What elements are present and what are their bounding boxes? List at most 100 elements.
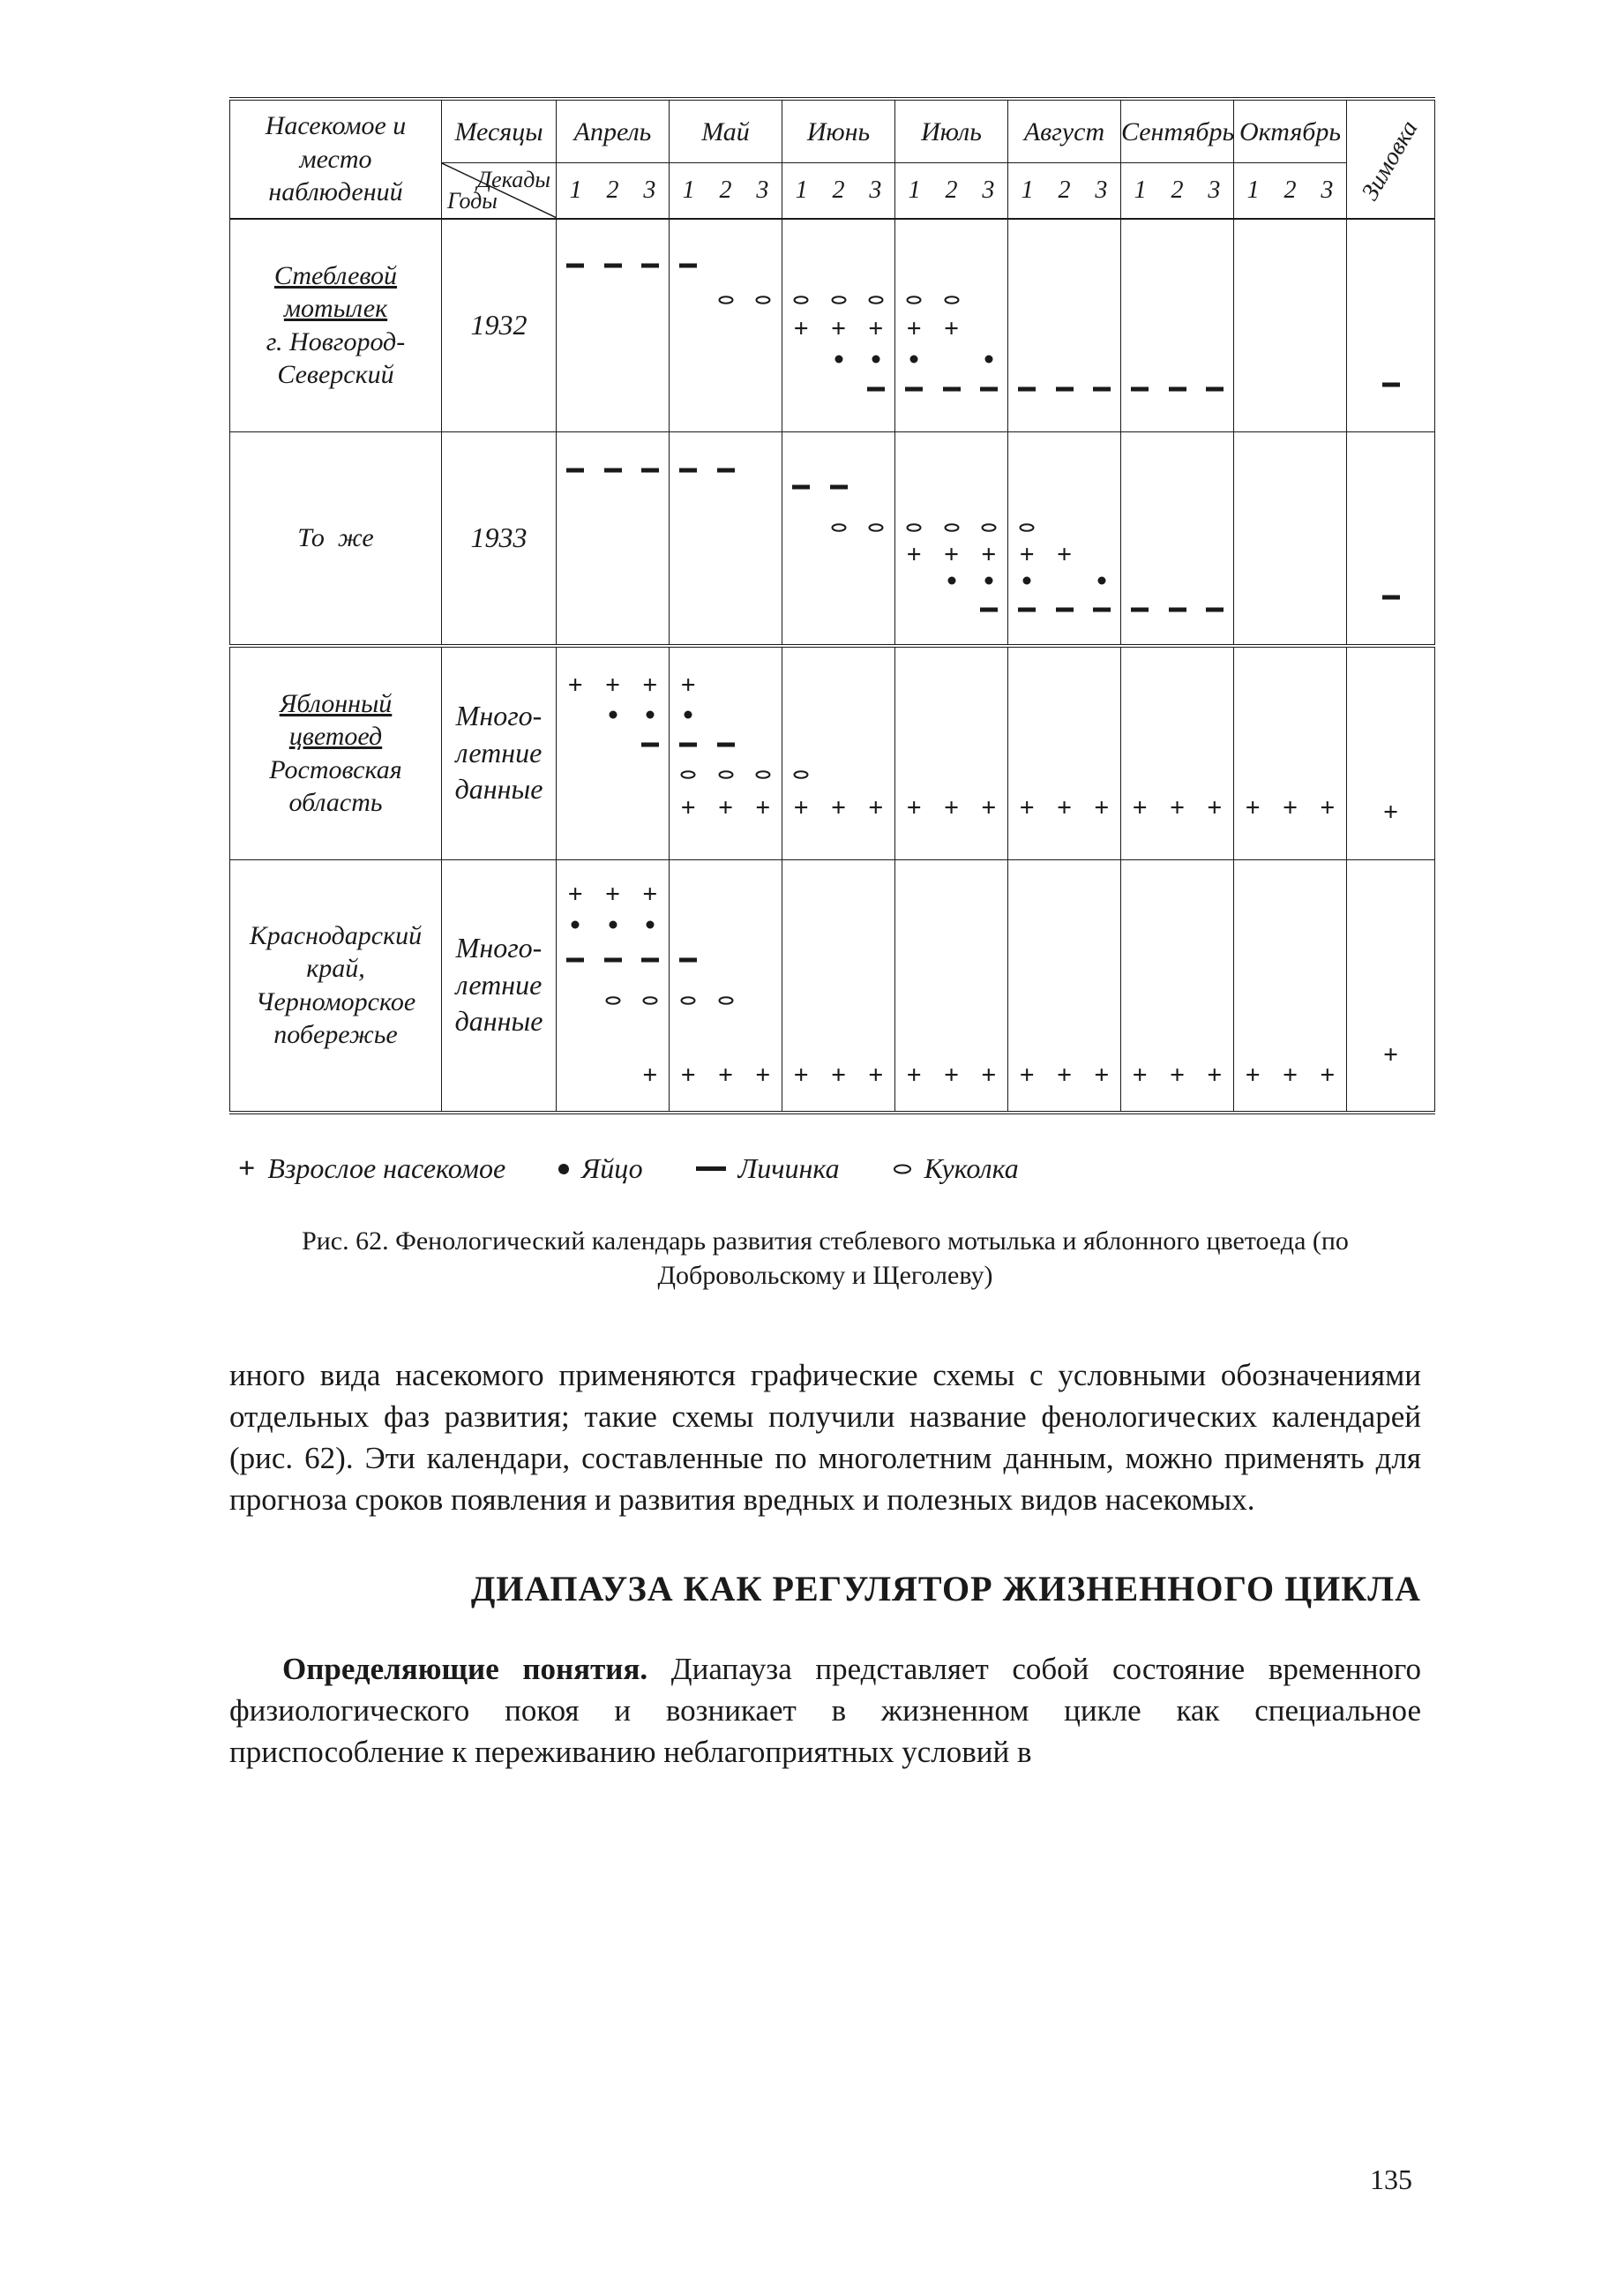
- pupa-icon: [1019, 523, 1035, 532]
- larva-icon: [1093, 386, 1111, 391]
- larva-icon: [1169, 608, 1186, 612]
- table-row: Стеблевой мотылекг. Новгород-Северский19…: [230, 219, 1435, 432]
- header-month: Сентябрь: [1121, 99, 1234, 163]
- larva-icon: [1169, 386, 1186, 391]
- pupa-icon: [868, 523, 884, 532]
- legend-adult: + Взрослое насекомое: [238, 1150, 505, 1188]
- egg-icon: [1097, 576, 1105, 584]
- pupa-icon: [755, 770, 771, 779]
- adult-icon: +: [794, 795, 809, 821]
- pupa-icon: [793, 296, 809, 304]
- adult-icon: +: [907, 795, 922, 821]
- pupa-icon: [981, 523, 997, 532]
- adult-icon: +: [944, 1062, 959, 1089]
- larva-icon: [830, 484, 848, 489]
- legend-egg: Яйцо: [558, 1151, 642, 1188]
- year-cell: 1933: [442, 431, 557, 646]
- adult-icon: +: [1057, 795, 1072, 821]
- data-cell: ++: [1008, 431, 1121, 646]
- data-cell: +++: [1121, 859, 1234, 1113]
- pupa-icon: [868, 296, 884, 304]
- data-cell: +++: [1234, 646, 1347, 860]
- adult-icon: +: [831, 1062, 846, 1089]
- egg-icon: [558, 1164, 569, 1174]
- adult-icon: +: [868, 316, 883, 342]
- legend-label: Взрослое насекомое: [267, 1151, 505, 1188]
- page-number: 135: [1370, 2162, 1412, 2199]
- table-row: То же1933+++++: [230, 431, 1435, 646]
- data-cell: +++: [895, 859, 1008, 1113]
- pupa-icon: [944, 296, 960, 304]
- paragraph-lead: Определяющие понятия.: [282, 1652, 647, 1686]
- header-month: Август: [1008, 99, 1121, 163]
- larva-icon: [679, 468, 697, 472]
- year-cell: 1932: [442, 219, 557, 432]
- data-cell: +++: [895, 646, 1008, 860]
- winter-cell: [1347, 219, 1435, 432]
- adult-icon: +: [1246, 795, 1261, 821]
- adult-icon: +: [681, 795, 696, 821]
- decade-cell: 123: [557, 163, 670, 219]
- adult-icon: +: [1207, 1062, 1222, 1089]
- decade-cell: 123: [782, 163, 895, 219]
- data-cell: ++++: [557, 859, 670, 1113]
- egg-icon: [947, 576, 955, 584]
- legend-label: Куколка: [924, 1151, 1019, 1188]
- header-month: Апрель: [557, 99, 670, 163]
- decade-cell: 123: [1234, 163, 1347, 219]
- adult-icon: +: [1320, 1062, 1335, 1089]
- adult-icon: +: [944, 542, 959, 568]
- adult-icon: +: [944, 316, 959, 342]
- egg-icon: [984, 355, 992, 363]
- insect-cell: Краснодарский край,Черноморское побережь…: [230, 859, 442, 1113]
- header-month: Октябрь: [1234, 99, 1347, 163]
- pupa-icon: [831, 296, 847, 304]
- winter-cell: +: [1347, 646, 1435, 860]
- data-cell: +++: [782, 219, 895, 432]
- egg-icon: [1023, 576, 1031, 584]
- adult-icon: +: [642, 1062, 657, 1089]
- decade-cell: 123: [1008, 163, 1121, 219]
- adult-icon: +: [1283, 1062, 1298, 1089]
- larva-icon: [641, 264, 659, 268]
- egg-icon: [872, 355, 879, 363]
- adult-icon: +: [755, 795, 770, 821]
- data-cell: +++: [782, 859, 895, 1113]
- data-cell: [1121, 219, 1234, 432]
- adult-icon: +: [681, 672, 696, 699]
- section-title: ДИАПАУЗА КАК РЕГУЛЯТОР ЖИЗНЕННОГО ЦИКЛА: [229, 1565, 1421, 1613]
- data-cell: +++: [895, 431, 1008, 646]
- table-body: Стеблевой мотылекг. Новгород-Северский19…: [230, 219, 1435, 1113]
- egg-icon: [609, 711, 617, 719]
- legend-pupa: Куколка: [893, 1151, 1019, 1188]
- legend-larva: Личинка: [696, 1151, 840, 1188]
- adult-icon: +: [1283, 795, 1298, 821]
- adult-icon: +: [907, 1062, 922, 1089]
- larva-icon: [1131, 608, 1149, 612]
- pupa-icon: [718, 296, 734, 304]
- larva-icon: [566, 958, 584, 963]
- adult-icon: +: [1207, 795, 1222, 821]
- larva-icon: [641, 468, 659, 472]
- header-month: Июль: [895, 99, 1008, 163]
- larva-icon: [1018, 608, 1036, 612]
- pupa-icon: [893, 1164, 912, 1174]
- larva-icon: [980, 608, 998, 612]
- diag-cell: Декады Годы: [442, 163, 557, 219]
- header-month: Май: [670, 99, 782, 163]
- larva-icon: [1093, 608, 1111, 612]
- data-cell: [670, 219, 782, 432]
- larva-icon: [1056, 386, 1074, 391]
- decade-cell: 123: [1121, 163, 1234, 219]
- header-insect: Насекомое и место наблюдений: [230, 99, 442, 219]
- pupa-icon: [944, 523, 960, 532]
- adult-icon: +: [718, 1062, 733, 1089]
- data-cell: ++: [895, 219, 1008, 432]
- adult-icon: +: [1094, 1062, 1109, 1089]
- adult-icon: +: [1094, 795, 1109, 821]
- data-cell: [557, 219, 670, 432]
- year-cell: Много-летние данные: [442, 646, 557, 860]
- adult-icon: +: [907, 542, 922, 568]
- table-row: Краснодарский край,Черноморское побережь…: [230, 859, 1435, 1113]
- larva-icon: [1206, 386, 1224, 391]
